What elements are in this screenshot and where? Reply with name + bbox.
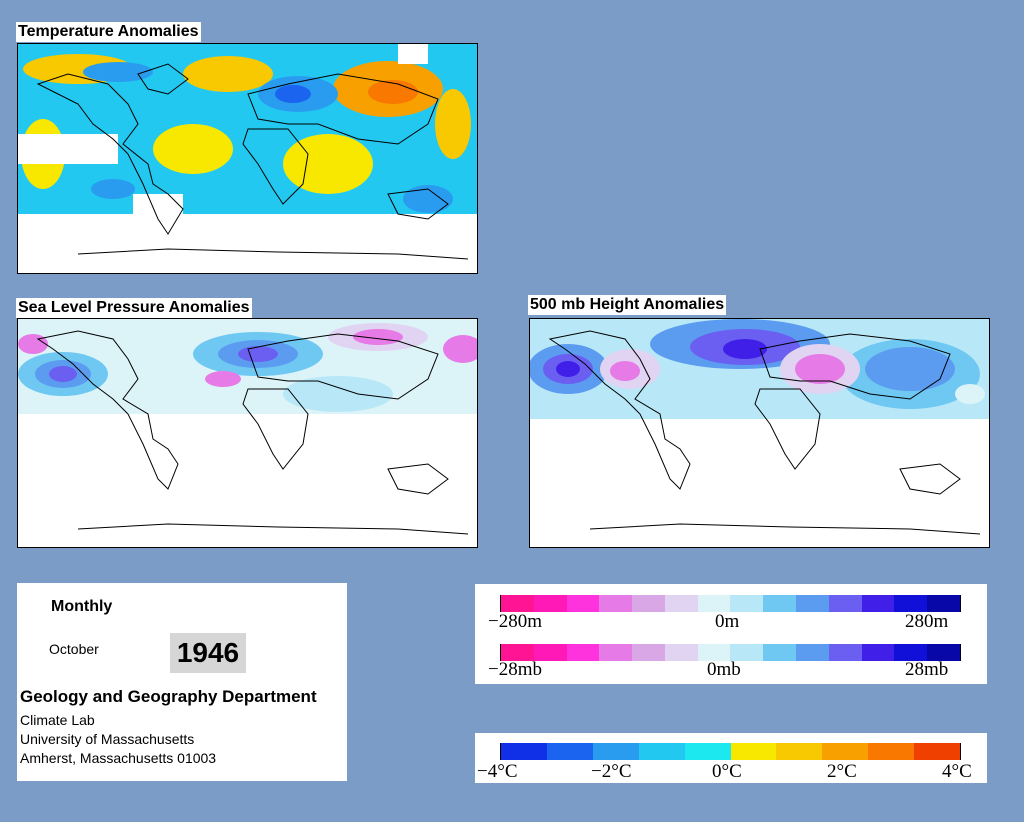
- slp-swatch: [500, 644, 534, 661]
- height-swatch: [927, 595, 960, 612]
- slp-swatch: [828, 644, 862, 661]
- slp-color-bar: [500, 644, 961, 661]
- height-swatch: [664, 595, 698, 612]
- height-swatch: [861, 595, 895, 612]
- height-swatch: [828, 595, 862, 612]
- height-swatch: [763, 595, 797, 612]
- temperature-swatch: [684, 743, 731, 760]
- temperature-map-title: Temperature Anomalies: [16, 22, 201, 42]
- height-scale-min: −280m: [488, 611, 542, 632]
- slp-swatch: [927, 644, 960, 661]
- slp-swatch: [730, 644, 764, 661]
- slp-scale-max: 28mb: [905, 659, 949, 680]
- slp-swatch: [599, 644, 633, 661]
- slp-swatch: [632, 644, 665, 661]
- temp-scale-minus2: −2°C: [591, 761, 632, 782]
- lab-label: Climate Lab: [20, 712, 95, 728]
- department-label: Geology and Geography Department: [20, 687, 317, 706]
- height-map-title: 500 mb Height Anomalies: [528, 295, 727, 315]
- slp-swatch: [796, 644, 829, 661]
- slp-swatch: [861, 644, 895, 661]
- height-swatch: [500, 595, 534, 612]
- period-label: Monthly: [51, 598, 113, 615]
- height-pressure-legend: −280m 0m 280m −28mb 0mb 28mb: [475, 584, 987, 684]
- height-color-bar: [500, 595, 961, 612]
- height-swatch: [796, 595, 829, 612]
- temp-scale-4: 4°C: [942, 761, 972, 782]
- university-label: University of Massachusetts: [20, 731, 195, 747]
- slp-swatch: [763, 644, 797, 661]
- temp-scale-2: 2°C: [827, 761, 857, 782]
- slp-swatch: [697, 644, 731, 661]
- slp-swatch: [566, 644, 600, 661]
- slp-swatch: [894, 644, 928, 661]
- slp-swatch: [664, 644, 698, 661]
- temperature-color-bar: [500, 743, 961, 760]
- height-swatch: [730, 595, 764, 612]
- year-label: 1946: [170, 633, 246, 673]
- temperature-swatch: [546, 743, 593, 760]
- slp-scale-min: −28mb: [488, 659, 542, 680]
- temperature-swatch: [868, 743, 915, 760]
- height-swatch: [599, 595, 633, 612]
- temperature-swatch: [776, 743, 823, 760]
- temp-scale-0: 0°C: [712, 761, 742, 782]
- height-scale-max: 280m: [905, 611, 949, 632]
- month-label: October: [49, 641, 99, 657]
- slp-map-title: Sea Level Pressure Anomalies: [16, 298, 252, 318]
- height-swatch: [894, 595, 928, 612]
- temp-scale-minus4: −4°C: [477, 761, 518, 782]
- address-label: Amherst, Massachusetts 01003: [20, 750, 217, 766]
- temperature-anomaly-map: [17, 43, 478, 274]
- temperature-swatch: [638, 743, 685, 760]
- temperature-swatch: [730, 743, 777, 760]
- height-swatch: [566, 595, 600, 612]
- temperature-swatch: [500, 743, 547, 760]
- info-panel: Monthly October 1946 Geology and Geograp…: [17, 583, 347, 781]
- 500mb-height-anomaly-map: [529, 318, 990, 548]
- temperature-swatch: [914, 743, 961, 760]
- height-swatch: [533, 595, 567, 612]
- sea-level-pressure-anomaly-map: [17, 318, 478, 548]
- temperature-swatch: [822, 743, 869, 760]
- height-swatch: [632, 595, 665, 612]
- slp-scale-mid: 0mb: [707, 659, 741, 680]
- height-scale-mid: 0m: [715, 611, 740, 632]
- temperature-legend: −4°C −2°C 0°C 2°C 4°C: [475, 733, 987, 783]
- slp-swatch: [533, 644, 567, 661]
- temperature-swatch: [592, 743, 639, 760]
- height-swatch: [697, 595, 731, 612]
